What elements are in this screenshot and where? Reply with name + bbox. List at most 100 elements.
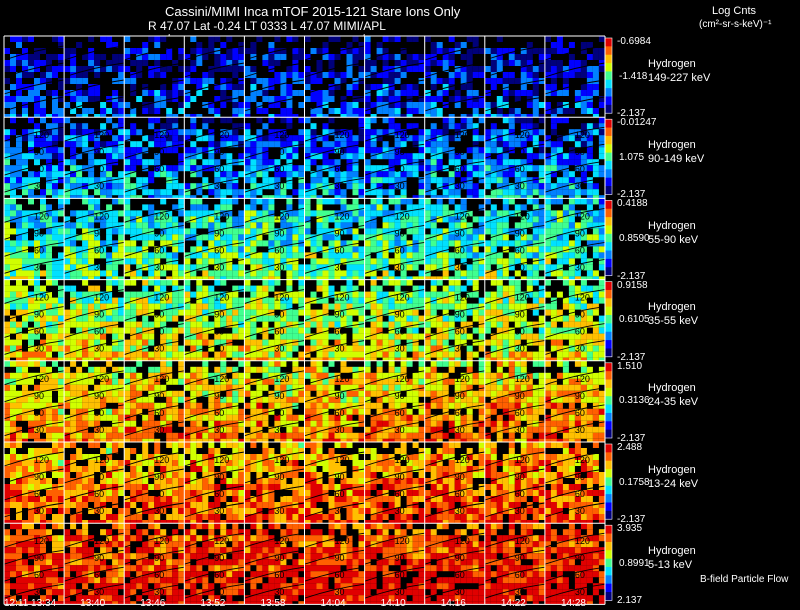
colorbar — [605, 200, 612, 276]
energy-label: 35-55 keV — [648, 315, 698, 328]
contour-label: 60 — [455, 489, 465, 499]
colorbar-max-label: 1.510 — [617, 360, 642, 373]
sky-image-panel — [545, 36, 605, 117]
contour-label: 120 — [455, 455, 470, 465]
contour-label: 120 — [154, 211, 169, 221]
contour-label: 90 — [515, 391, 525, 401]
contour-label: 90 — [34, 391, 44, 401]
sky-image-panel — [184, 36, 244, 117]
sky-image-panel — [485, 36, 545, 117]
contour-label: 30 — [274, 425, 284, 435]
sky-image-panel — [124, 36, 184, 117]
contour-label: 90 — [575, 472, 585, 482]
contour-label: 90 — [214, 147, 224, 157]
contour-label: 30 — [335, 262, 345, 272]
energy-label: 55-90 keV — [648, 234, 698, 247]
contour-label: 30 — [94, 262, 104, 272]
contour-label: 120 — [154, 536, 169, 546]
colorbar-max-label: 2.488 — [617, 441, 642, 454]
contour-label: 120 — [455, 211, 470, 221]
contour-label: 30 — [94, 506, 104, 516]
contour-label: 120 — [34, 211, 49, 221]
contour-label: 60 — [154, 489, 164, 499]
contour-label: 90 — [575, 228, 585, 238]
colorbar-mid-label: 0.3136 — [619, 394, 650, 407]
contour-label: 30 — [94, 587, 104, 597]
contour-label: 60 — [515, 570, 525, 580]
contour-label: 90 — [34, 147, 44, 157]
contour-label: 120 — [34, 374, 49, 384]
species-label: Hydrogen — [648, 301, 696, 314]
contour-label: 60 — [34, 489, 44, 499]
contour-label: 30 — [94, 425, 104, 435]
energy-label: 5-13 keV — [648, 559, 692, 572]
contour-label: 60 — [335, 245, 345, 255]
contour-label: 120 — [94, 374, 109, 384]
contour-label: 60 — [335, 164, 345, 174]
contour-label: 60 — [575, 489, 585, 499]
contour-label: 30 — [214, 587, 224, 597]
contour-label: 90 — [214, 553, 224, 563]
contour-label: 90 — [274, 472, 284, 482]
contour-label: 60 — [94, 570, 104, 580]
contour-label: 120 — [515, 455, 530, 465]
contour-label: 60 — [515, 408, 525, 418]
contour-label: 30 — [94, 181, 104, 191]
contour-label: 90 — [395, 147, 405, 157]
contour-label: 30 — [455, 181, 465, 191]
colorbar-max-label: 0.4188 — [617, 197, 648, 210]
contour-label: 90 — [455, 310, 465, 320]
contour-label: 90 — [455, 391, 465, 401]
colorbar-mid-label: 0.6105 — [619, 313, 650, 326]
contour-label: 90 — [515, 310, 525, 320]
contour-label: 30 — [94, 344, 104, 354]
sky-image-panel — [64, 36, 124, 117]
contour-label: 30 — [335, 181, 345, 191]
contour-label: 120 — [94, 211, 109, 221]
contour-label: 90 — [94, 228, 104, 238]
colorbar-max-label: 3.935 — [617, 522, 642, 535]
colorbar-min-label: 2.137 — [617, 594, 642, 607]
contour-label: 30 — [214, 506, 224, 516]
contour-label: 90 — [274, 553, 284, 563]
contour-label: 120 — [214, 211, 229, 221]
contour-label: 60 — [575, 327, 585, 337]
contour-label: 120 — [154, 374, 169, 384]
time-tick-label: 14:04 — [321, 597, 346, 610]
contour-label: 90 — [34, 472, 44, 482]
contour-label: 90 — [515, 147, 525, 157]
contour-label: 60 — [94, 489, 104, 499]
contour-label: 120 — [455, 536, 470, 546]
colorbar-mid-label: 1.075 — [619, 151, 644, 164]
colorbar-max-label: -0.01247 — [617, 116, 656, 129]
contour-label: 90 — [34, 553, 44, 563]
contour-label: 60 — [335, 570, 345, 580]
time-tick-label: 13:40 — [80, 597, 105, 610]
energy-label: 90-149 keV — [648, 153, 704, 166]
contour-label: 60 — [274, 489, 284, 499]
contour-label: 30 — [335, 425, 345, 435]
contour-label: 30 — [274, 506, 284, 516]
energy-label: 13-24 keV — [648, 478, 698, 491]
contour-label: 120 — [335, 211, 350, 221]
